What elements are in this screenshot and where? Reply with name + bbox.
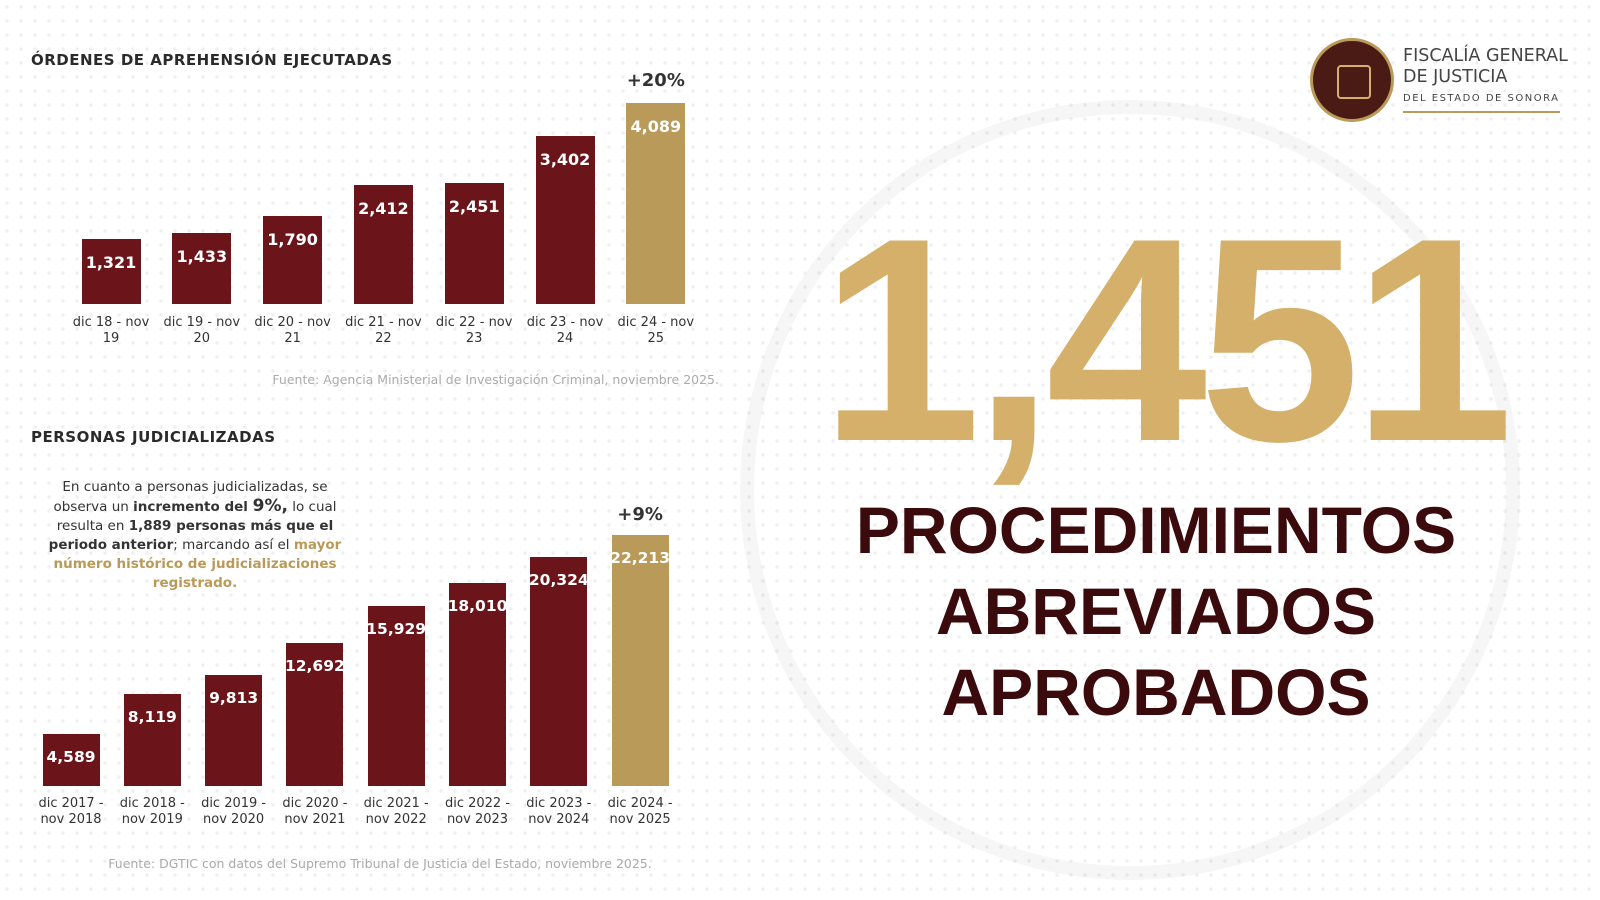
bar — [263, 215, 323, 304]
value-label: 1,433 — [176, 247, 228, 267]
logo-text: FISCALÍA GENERAL — [1403, 46, 1568, 66]
note-text: 1,889 — [128, 518, 172, 534]
value-label: 22,213 — [610, 549, 670, 568]
bar — [123, 694, 181, 786]
note-text: lo cual resulta en — [56, 499, 337, 534]
annotation: +9% — [617, 504, 663, 525]
bar — [205, 675, 263, 786]
x-tick-label: dic 2021 - nov 2022 — [363, 796, 429, 827]
headline-text: PROCEDIMIENTOS — [855, 493, 1457, 567]
bar — [286, 642, 344, 786]
bar — [611, 535, 669, 786]
value-label: 8,119 — [127, 708, 177, 727]
x-tick-label: dic 2022 - nov 2023 — [444, 796, 511, 827]
value-label: 15,929 — [366, 620, 427, 639]
x-tick-label: dic 19 - nov 20 — [163, 315, 241, 346]
value-label: 3,402 — [539, 150, 591, 170]
x-tick-label: dic 2019 - nov 2020 — [201, 796, 267, 827]
value-label: 2,451 — [448, 197, 500, 217]
x-tick-label: dic 2017 - nov 2018 — [38, 796, 104, 827]
annotation: +20% — [626, 70, 685, 91]
bar — [530, 556, 588, 786]
value-label: 12,692 — [284, 656, 345, 675]
logo-text: DE JUSTICIA — [1403, 67, 1508, 87]
value-label: 1,321 — [85, 252, 137, 272]
note-text: personas más que el periodo anterior — [48, 518, 334, 553]
x-tick-label: dic 20 - nov 21 — [254, 315, 331, 346]
note-paragraph: En cuanto a personas judicializadas, se … — [40, 478, 350, 593]
value-label: 4,589 — [46, 748, 96, 767]
x-tick-label: dic 2020 - nov 2021 — [282, 796, 348, 827]
chart-title: PERSONAS JUDICIALIZADAS — [31, 428, 276, 446]
bar — [172, 233, 232, 304]
bar — [444, 183, 504, 304]
headline-text: ABREVIADOS — [935, 574, 1377, 648]
x-tick-label: dic 2018 - nov 2019 — [119, 796, 185, 827]
bar — [353, 185, 413, 304]
value-label: 20,324 — [528, 570, 589, 589]
headline-text: APROBADOS — [941, 655, 1371, 729]
logo-seal — [1310, 38, 1394, 122]
x-tick-label: dic 18 - nov 19 — [72, 315, 150, 346]
note-text: mayor número histórico de judicializacio… — [53, 537, 342, 591]
x-tick-label: dic 2023 - nov 2024 — [526, 796, 592, 827]
chart-title: ÓRDENES DE APREHENSIÓN EJECUTADAS — [31, 51, 393, 69]
value-label: 4,089 — [630, 116, 682, 136]
x-tick-label: dic 24 - nov 25 — [617, 315, 695, 346]
source-note: Fuente: Agencia Ministerial de Investiga… — [272, 372, 719, 387]
bar — [42, 734, 100, 786]
bar — [449, 582, 506, 786]
x-tick-label: dic 23 - nov 24 — [526, 315, 604, 346]
x-tick-label: dic 21 - nov 22 — [345, 315, 422, 346]
bar — [81, 238, 141, 304]
x-tick-label: dic 22 - nov 23 — [435, 315, 513, 346]
bar — [626, 102, 686, 304]
bar — [367, 606, 425, 786]
note-text: ; marcando así el — [173, 537, 294, 553]
x-tick-label: dic 2024 - nov 2025 — [607, 796, 673, 827]
headline-number: 1,451 — [820, 178, 1514, 502]
value-label: 18,010 — [447, 596, 508, 615]
value-label: 1,790 — [267, 229, 318, 249]
bar — [535, 136, 595, 304]
note-text: incremento del — [133, 499, 253, 515]
note-text: En cuanto a personas judicializadas, se … — [53, 479, 328, 515]
logo-subtext: DEL ESTADO DE SONORA — [1403, 89, 1560, 113]
source-note: Fuente: DGTIC con datos del Supremo Trib… — [108, 856, 652, 871]
value-label: 9,813 — [209, 689, 259, 708]
value-label: 2,412 — [358, 199, 409, 219]
note-text: 9%, — [252, 496, 288, 516]
